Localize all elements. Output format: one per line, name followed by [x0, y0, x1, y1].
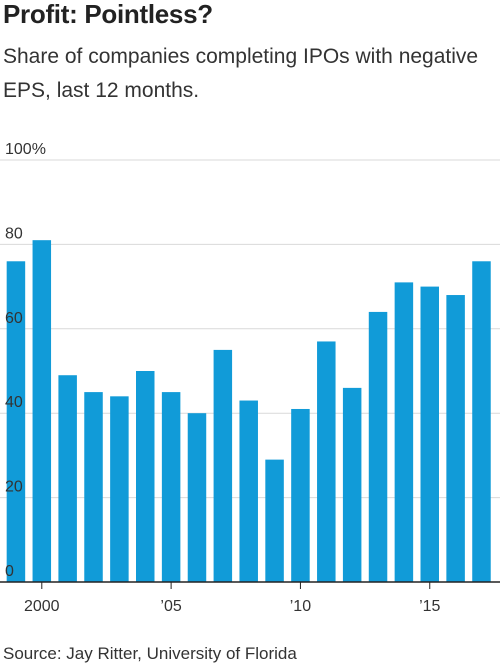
- y-tick-label-0: 0: [5, 563, 14, 580]
- x-tick-label-2015: ’15: [419, 598, 440, 615]
- source-note: Source: Jay Ritter, University of Florid…: [3, 644, 297, 663]
- bar-2015: [420, 286, 439, 582]
- bar-2008: [239, 400, 258, 582]
- bar-2005: [161, 392, 181, 582]
- bar-2012: [342, 387, 362, 582]
- x-tick-label-2005: ’05: [160, 598, 181, 615]
- bar-2006: [187, 413, 207, 582]
- bar-2001: [58, 375, 77, 582]
- bar-1999: [6, 261, 26, 582]
- y-tick-label-40: 40: [5, 394, 23, 411]
- y-tick-label-100: 100%: [5, 141, 46, 158]
- bar-2002: [84, 392, 103, 582]
- bar-2004: [136, 371, 155, 582]
- x-tick-label-2000: 2000: [24, 598, 60, 615]
- y-axis: 0 20 40 60 80 100%: [5, 141, 46, 580]
- chart-subtitle: Share of companies completing IPOs with …: [3, 45, 479, 102]
- y-tick-label-20: 20: [5, 479, 23, 496]
- bar-2011: [317, 341, 336, 582]
- bar-2009: [265, 459, 284, 582]
- bar-2016: [446, 295, 465, 582]
- chart-title: Profit: Pointless?: [3, 0, 213, 29]
- bar-chart: 0 20 40 60 80 100% 2000 ’05 ’10 ’15: [0, 141, 500, 615]
- x-tick-label-2010: ’10: [290, 598, 311, 615]
- y-tick-label-80: 80: [5, 225, 23, 242]
- bar-2003: [110, 396, 129, 582]
- bar-2000: [32, 240, 52, 582]
- bar-2017: [472, 261, 491, 582]
- bar-2014: [394, 282, 414, 582]
- bar-2010: [291, 408, 310, 582]
- y-tick-label-60: 60: [5, 310, 23, 327]
- bar-2013: [368, 311, 388, 582]
- bars: [6, 240, 491, 582]
- bar-2007: [213, 349, 233, 582]
- x-axis: 2000 ’05 ’10 ’15: [0, 581, 500, 615]
